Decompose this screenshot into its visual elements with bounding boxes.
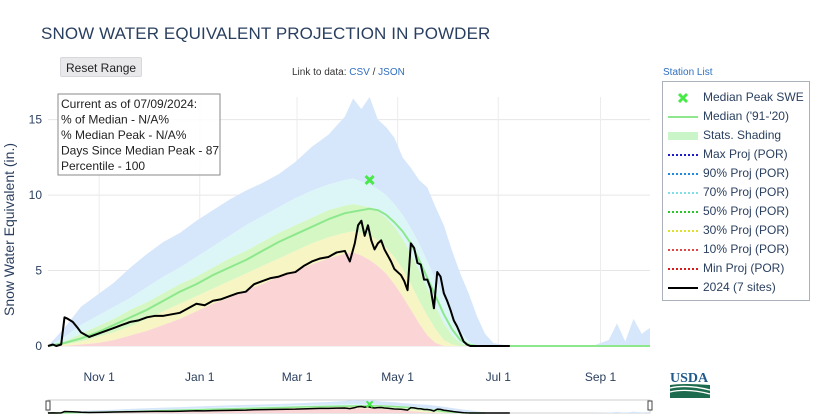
stat-band-max-90 [48, 97, 650, 346]
legend-item[interactable]: 70% Proj (POR) [663, 183, 809, 202]
usda-logo: USDA [669, 371, 711, 398]
legend-label: Median ('91-'20) [703, 109, 789, 123]
y-tick-label: 0 [35, 339, 42, 353]
link-separator: / [372, 67, 376, 78]
legend-label: Max Proj (POR) [703, 147, 788, 161]
legend-item[interactable]: 10% Proj (POR) [663, 240, 809, 259]
reset-range-button[interactable]: Reset Range [60, 57, 143, 77]
json-link[interactable]: JSON [378, 67, 405, 78]
legend-label: 30% Proj (POR) [703, 223, 790, 237]
legend-swatch [668, 268, 698, 270]
y-axis-label: Snow Water Equivalent (in.) [1, 143, 17, 316]
legend-item[interactable]: 2024 (7 sites) [663, 278, 809, 297]
legend-swatch [668, 154, 698, 156]
series-line-2024 [47, 219, 510, 347]
stat-band-70-30 [48, 204, 477, 346]
legend-label: Min Proj (POR) [703, 261, 785, 275]
legend-item[interactable]: 30% Proj (POR) [663, 221, 809, 240]
legend-label: 70% Proj (POR) [703, 185, 790, 199]
y-tick-label: 10 [29, 188, 43, 202]
csv-link[interactable]: CSV [349, 67, 370, 78]
legend-item[interactable]: Max Proj (POR) [663, 145, 809, 164]
legend-label: 10% Proj (POR) [703, 242, 790, 256]
y-tick-label: 5 [35, 264, 42, 278]
info-line: Days Since Median Peak - 87 [61, 144, 219, 158]
median-peak-x [364, 174, 375, 186]
legend-label: 2024 (7 sites) [703, 280, 776, 294]
info-line: Percentile - 100 [61, 159, 145, 173]
legend-swatch [668, 192, 698, 194]
range-slider-handle[interactable] [647, 400, 653, 411]
legend-swatch [677, 92, 689, 104]
x-tick-label: May 1 [381, 370, 414, 384]
stat-band-10-min [48, 252, 453, 346]
info-line: % Median Peak - N/A% [61, 128, 187, 142]
legend-item[interactable]: Stats. Shading [663, 126, 809, 145]
svg-text:USDA: USDA [670, 371, 709, 386]
data-links: Link to data: CSV / JSON [292, 67, 405, 78]
x-tick-label: Jul 1 [486, 370, 512, 384]
range-slider-peak [365, 400, 374, 409]
x-tick-label: Mar 1 [282, 370, 313, 384]
series-line-median [47, 207, 486, 347]
range-slider-series [47, 405, 510, 414]
legend-swatch [668, 132, 698, 140]
legend-item[interactable]: Min Proj (POR) [663, 259, 809, 278]
legend-item[interactable]: 90% Proj (POR) [663, 164, 809, 183]
info-line: Current as of 07/09/2024: [61, 97, 197, 111]
link-prefix: Link to data: [292, 67, 347, 78]
legend-swatch [668, 116, 698, 118]
x-tick-label: Nov 1 [83, 370, 115, 384]
legend-label: 90% Proj (POR) [703, 166, 790, 180]
legend-swatch [668, 287, 698, 289]
legend-label: 50% Proj (POR) [703, 204, 790, 218]
y-tick-label: 15 [29, 113, 43, 127]
x-tick-label: Jan 1 [185, 370, 215, 384]
info-line: % of Median - N/A% [61, 113, 169, 127]
legend-swatch [668, 230, 698, 232]
legend-swatch [668, 173, 698, 175]
median-peak-marker [364, 174, 375, 186]
legend-item[interactable]: 50% Proj (POR) [663, 202, 809, 221]
legend-item[interactable]: Median ('91-'20) [663, 107, 809, 126]
chart-legend: Median Peak SWE Median ('91-'20) Stats. Sh… [662, 81, 810, 301]
legend-label: Stats. Shading [703, 128, 782, 142]
info-box-frame [57, 93, 221, 176]
range-slider-handle[interactable] [45, 400, 51, 411]
station-list-link[interactable]: Station List [663, 67, 713, 78]
legend-item[interactable]: Median Peak SWE [663, 88, 809, 107]
legend-swatch [668, 249, 698, 251]
range-slider-band [48, 400, 650, 413]
legend-swatch [668, 211, 698, 213]
x-tick-label: Sep 1 [585, 370, 617, 384]
info-box: Current as of 07/09/2024: % of Median - N… [57, 93, 221, 176]
legend-label: Median Peak SWE [703, 90, 804, 104]
chart-title: SNOW WATER EQUIVALENT PROJECTION IN POWD… [41, 24, 491, 43]
